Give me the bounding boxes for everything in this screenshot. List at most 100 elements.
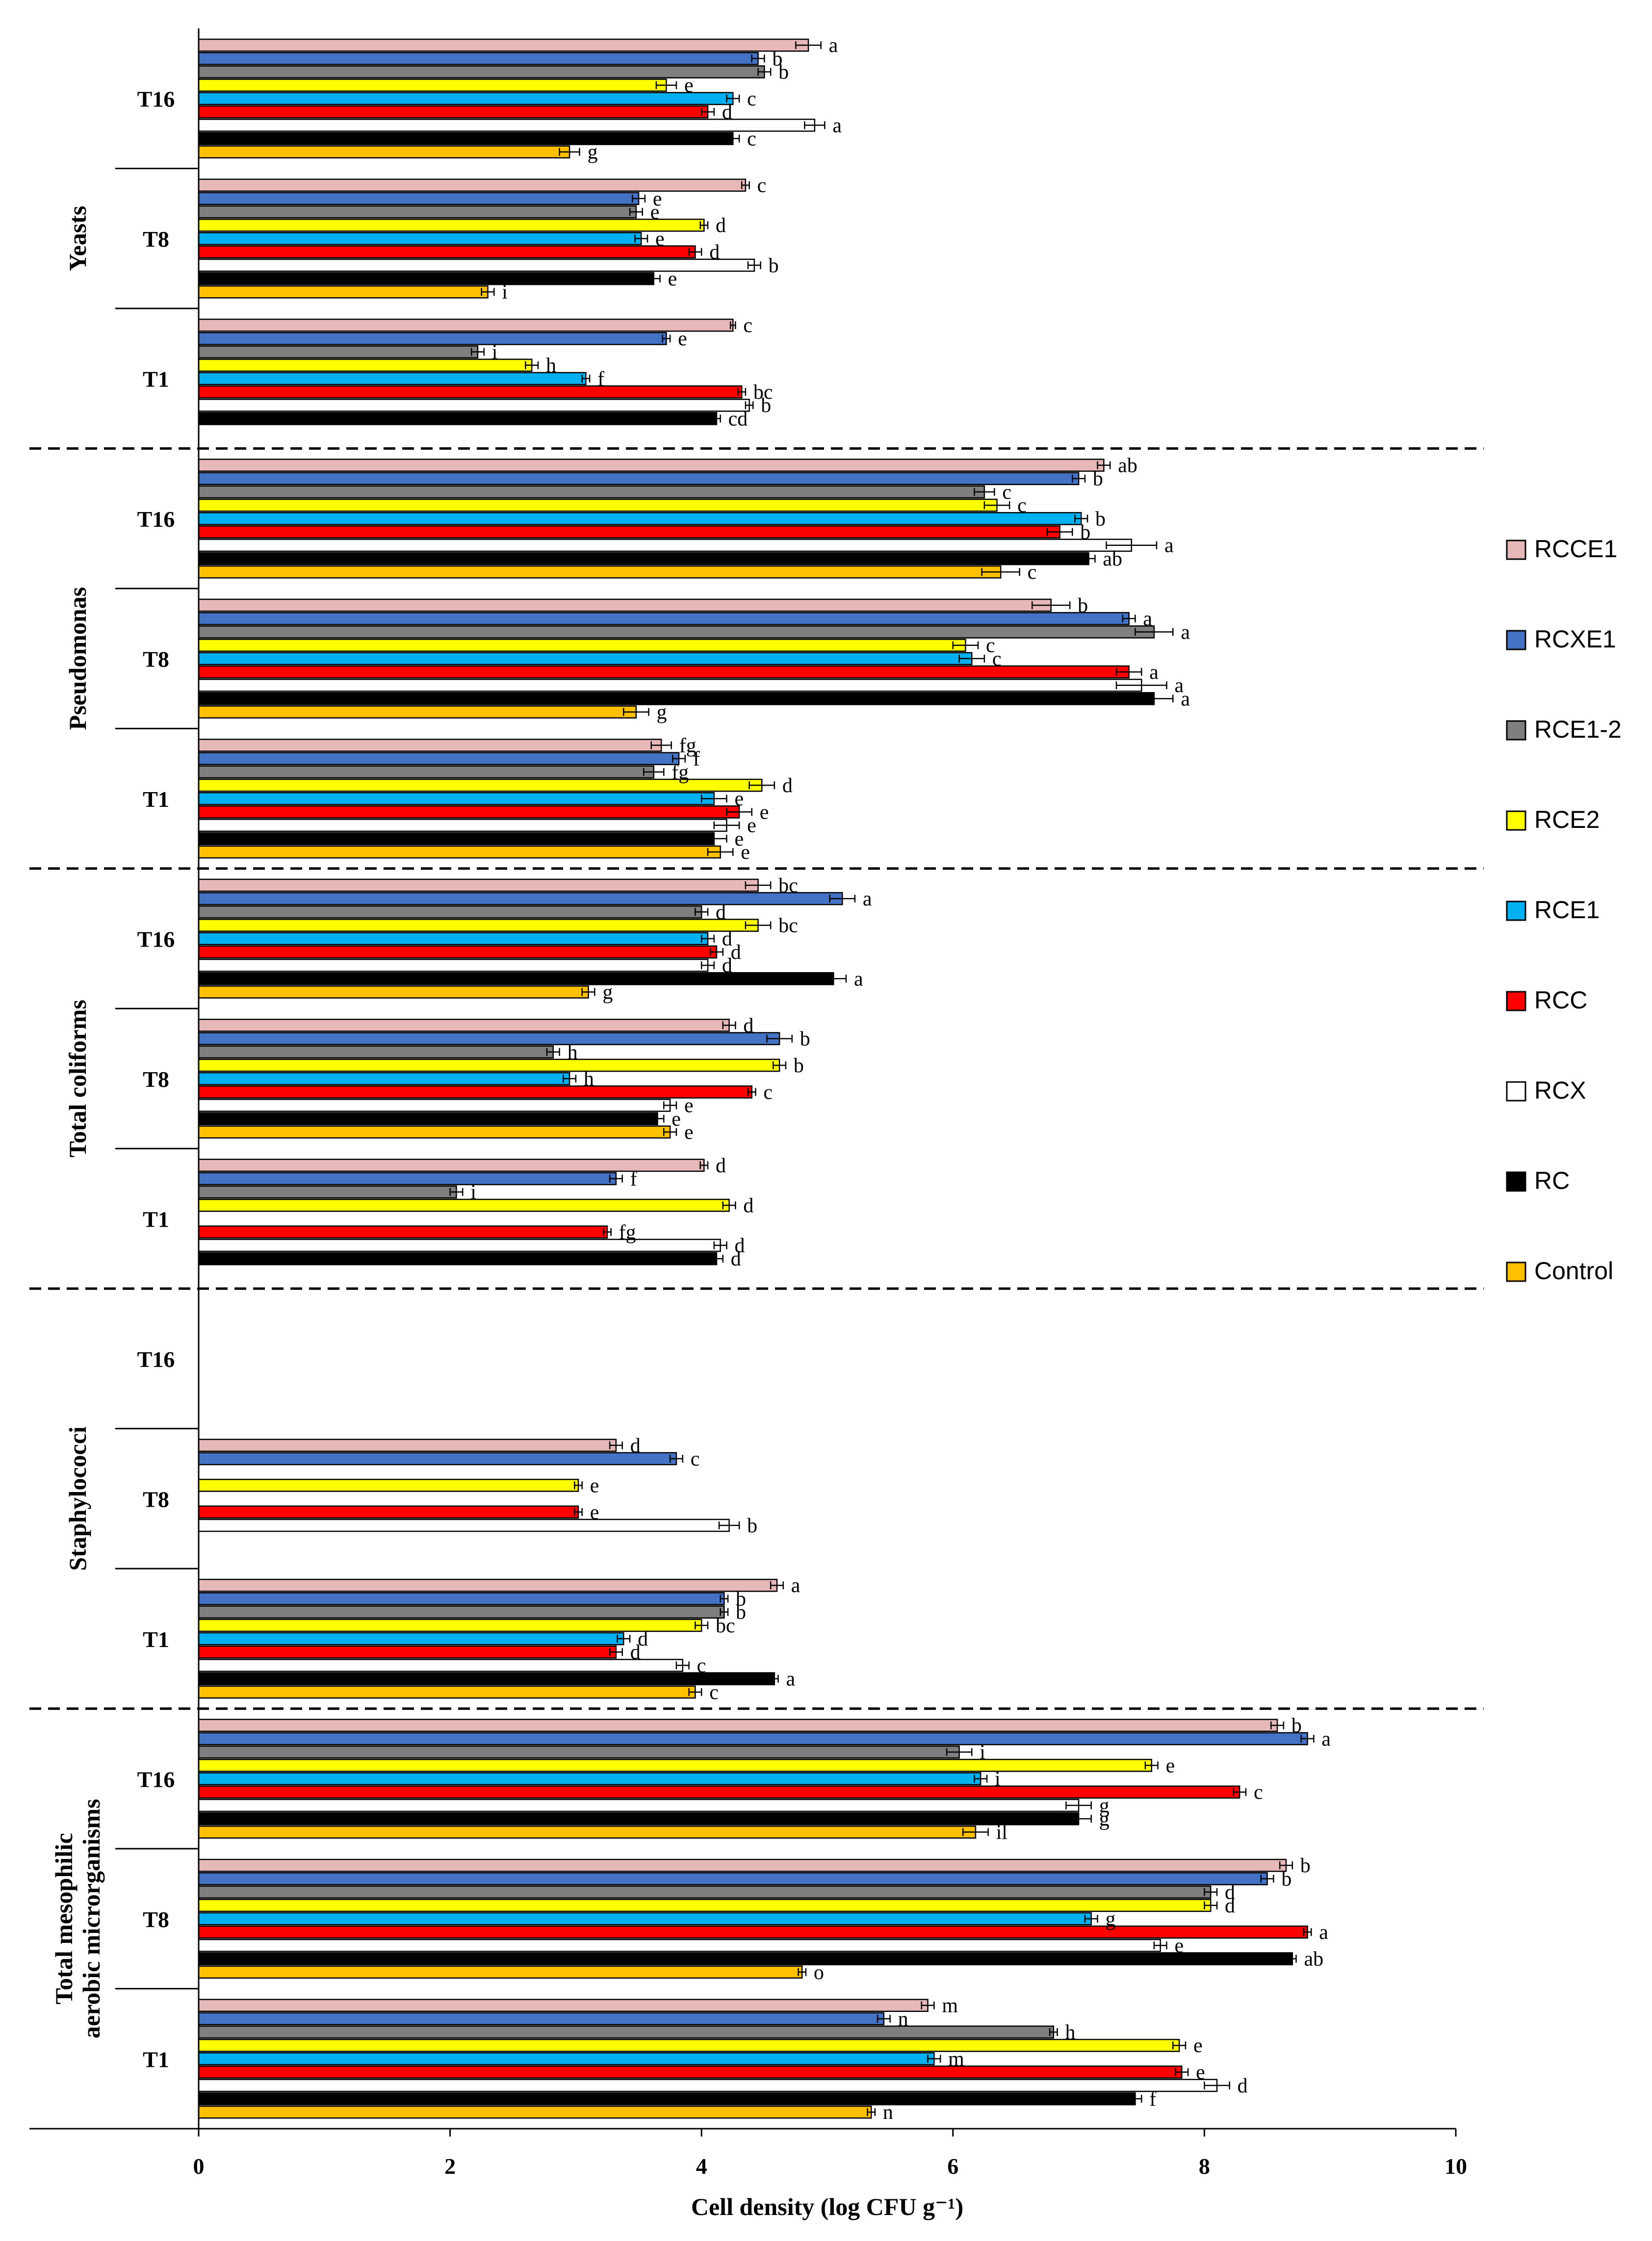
significance-letter: e	[734, 828, 744, 850]
bar-rce2	[198, 498, 998, 512]
significance-letter: b	[736, 1588, 746, 1610]
bar-rce1	[198, 92, 734, 105]
x-tick-label: 6	[947, 2154, 958, 2179]
significance-letter: d	[722, 101, 732, 124]
significance-letter: c	[992, 648, 1002, 670]
bar-rce2	[198, 1479, 579, 1492]
bar-control	[198, 1685, 696, 1699]
bar-rcc	[198, 1645, 617, 1659]
significance-letter: c	[709, 1681, 719, 1704]
bar-rce2	[198, 919, 759, 932]
significance-letter: fg	[619, 1221, 636, 1244]
significance-letter: e	[684, 1095, 694, 1117]
significance-letter: c	[1002, 481, 1011, 504]
bar-rce1-2	[198, 205, 637, 219]
bar-control	[198, 2105, 872, 2119]
bar-rcce1	[198, 1159, 705, 1172]
significance-letter: d	[1225, 1881, 1235, 1904]
significance-letter: c	[986, 635, 995, 657]
bar-rce1-2	[198, 1745, 960, 1759]
significance-letter: b	[1291, 1715, 1302, 1737]
significance-letter: d	[1238, 2075, 1248, 2097]
time-label: T1	[143, 1207, 169, 1232]
group-label: Total coliforms	[64, 1000, 91, 1158]
time-label: T16	[137, 507, 175, 532]
significance-letter: i	[980, 1741, 985, 1764]
bar-rcce1	[198, 739, 662, 752]
time-label: T8	[143, 647, 169, 672]
bar-rcc	[198, 945, 718, 959]
bar-rcx	[198, 1659, 684, 1672]
significance-letter: h	[546, 355, 556, 377]
significance-letter: d	[716, 901, 726, 924]
time-label: T16	[137, 1767, 175, 1792]
bar-rce2	[198, 1758, 1153, 1772]
significance-letter: e	[668, 268, 677, 290]
bar-rcxe1	[198, 1172, 617, 1185]
significance-letter: a	[1181, 688, 1190, 710]
bar-rce1-2	[198, 345, 479, 359]
significance-letter: e	[760, 801, 769, 824]
significance-letter: b	[772, 48, 782, 70]
x-axis-title: Cell density (log CFU g⁻¹)	[691, 2193, 963, 2220]
bar-control	[198, 1125, 671, 1139]
significance-letter: a	[832, 114, 842, 137]
significance-letter: d	[734, 1235, 745, 1257]
bar-rce1-2	[198, 1185, 457, 1199]
bar-rc	[198, 1112, 658, 1126]
bar-rce2	[198, 218, 705, 232]
bar-rce1-2	[198, 2025, 1055, 2039]
significance-letter: fg	[679, 734, 697, 757]
significance-letter: b	[736, 1601, 746, 1624]
legend-label: Control	[1534, 1257, 1613, 1285]
significance-letter: h	[1065, 2021, 1076, 2044]
significance-letter: h	[568, 1041, 578, 1064]
significance-letter: d	[638, 1628, 648, 1650]
bar-rce1	[198, 2052, 935, 2065]
legend-label: RCCE1	[1534, 535, 1617, 563]
axes-layer: 0 2 4 6 8 10 Cell density (log CFU g⁻¹)	[29, 28, 1467, 2220]
significance-letter: b	[778, 61, 789, 84]
significance-letter: c	[1017, 494, 1027, 517]
bar-rc	[198, 412, 718, 425]
significance-letter: i	[470, 1181, 476, 1204]
legend-swatch-rce2	[1506, 810, 1526, 831]
significance-letter: g	[1099, 1795, 1110, 1817]
bar-rce2	[198, 639, 966, 652]
significance-letter: g	[602, 981, 613, 1004]
bar-rcce1	[198, 1019, 730, 1032]
significance-letter: e	[650, 201, 660, 224]
x-tick-label: 4	[696, 2154, 707, 2179]
significance-letter: c	[747, 128, 756, 151]
significance-letter: m	[942, 1995, 958, 2017]
bar-control	[198, 985, 589, 999]
significance-letter: bc	[778, 875, 798, 897]
significance-letter: d	[630, 1435, 641, 1457]
bar-rce1-2	[198, 1885, 1212, 1899]
significance-letter: d	[731, 941, 741, 964]
significance-letter: a	[1149, 661, 1159, 684]
bar-rcxe1	[198, 1452, 677, 1466]
significance-letter: b	[800, 1028, 810, 1051]
bar-rcxe1	[198, 1872, 1268, 1885]
significance-letter: e	[1166, 1754, 1175, 1777]
bar-rce1	[198, 232, 642, 245]
significance-letter: b	[1281, 1868, 1291, 1890]
bar-rcc	[198, 525, 1060, 539]
group-label-line: Total mesophilic	[50, 1833, 77, 2005]
significance-letter: d	[716, 214, 726, 237]
bar-rc	[198, 1672, 775, 1685]
bar-rce1	[198, 1772, 981, 1785]
significance-letter: e	[671, 1108, 681, 1131]
time-label: T1	[143, 787, 169, 812]
bar-rce2	[198, 1899, 1212, 1912]
bar-rc	[198, 692, 1155, 705]
bars-layer	[198, 38, 1315, 2119]
significance-letter: o	[814, 1961, 824, 1984]
bar-control	[198, 705, 637, 719]
bar-control	[198, 285, 489, 299]
legend-swatch-rcce1	[1506, 540, 1526, 560]
bar-rce1-2	[198, 905, 702, 919]
